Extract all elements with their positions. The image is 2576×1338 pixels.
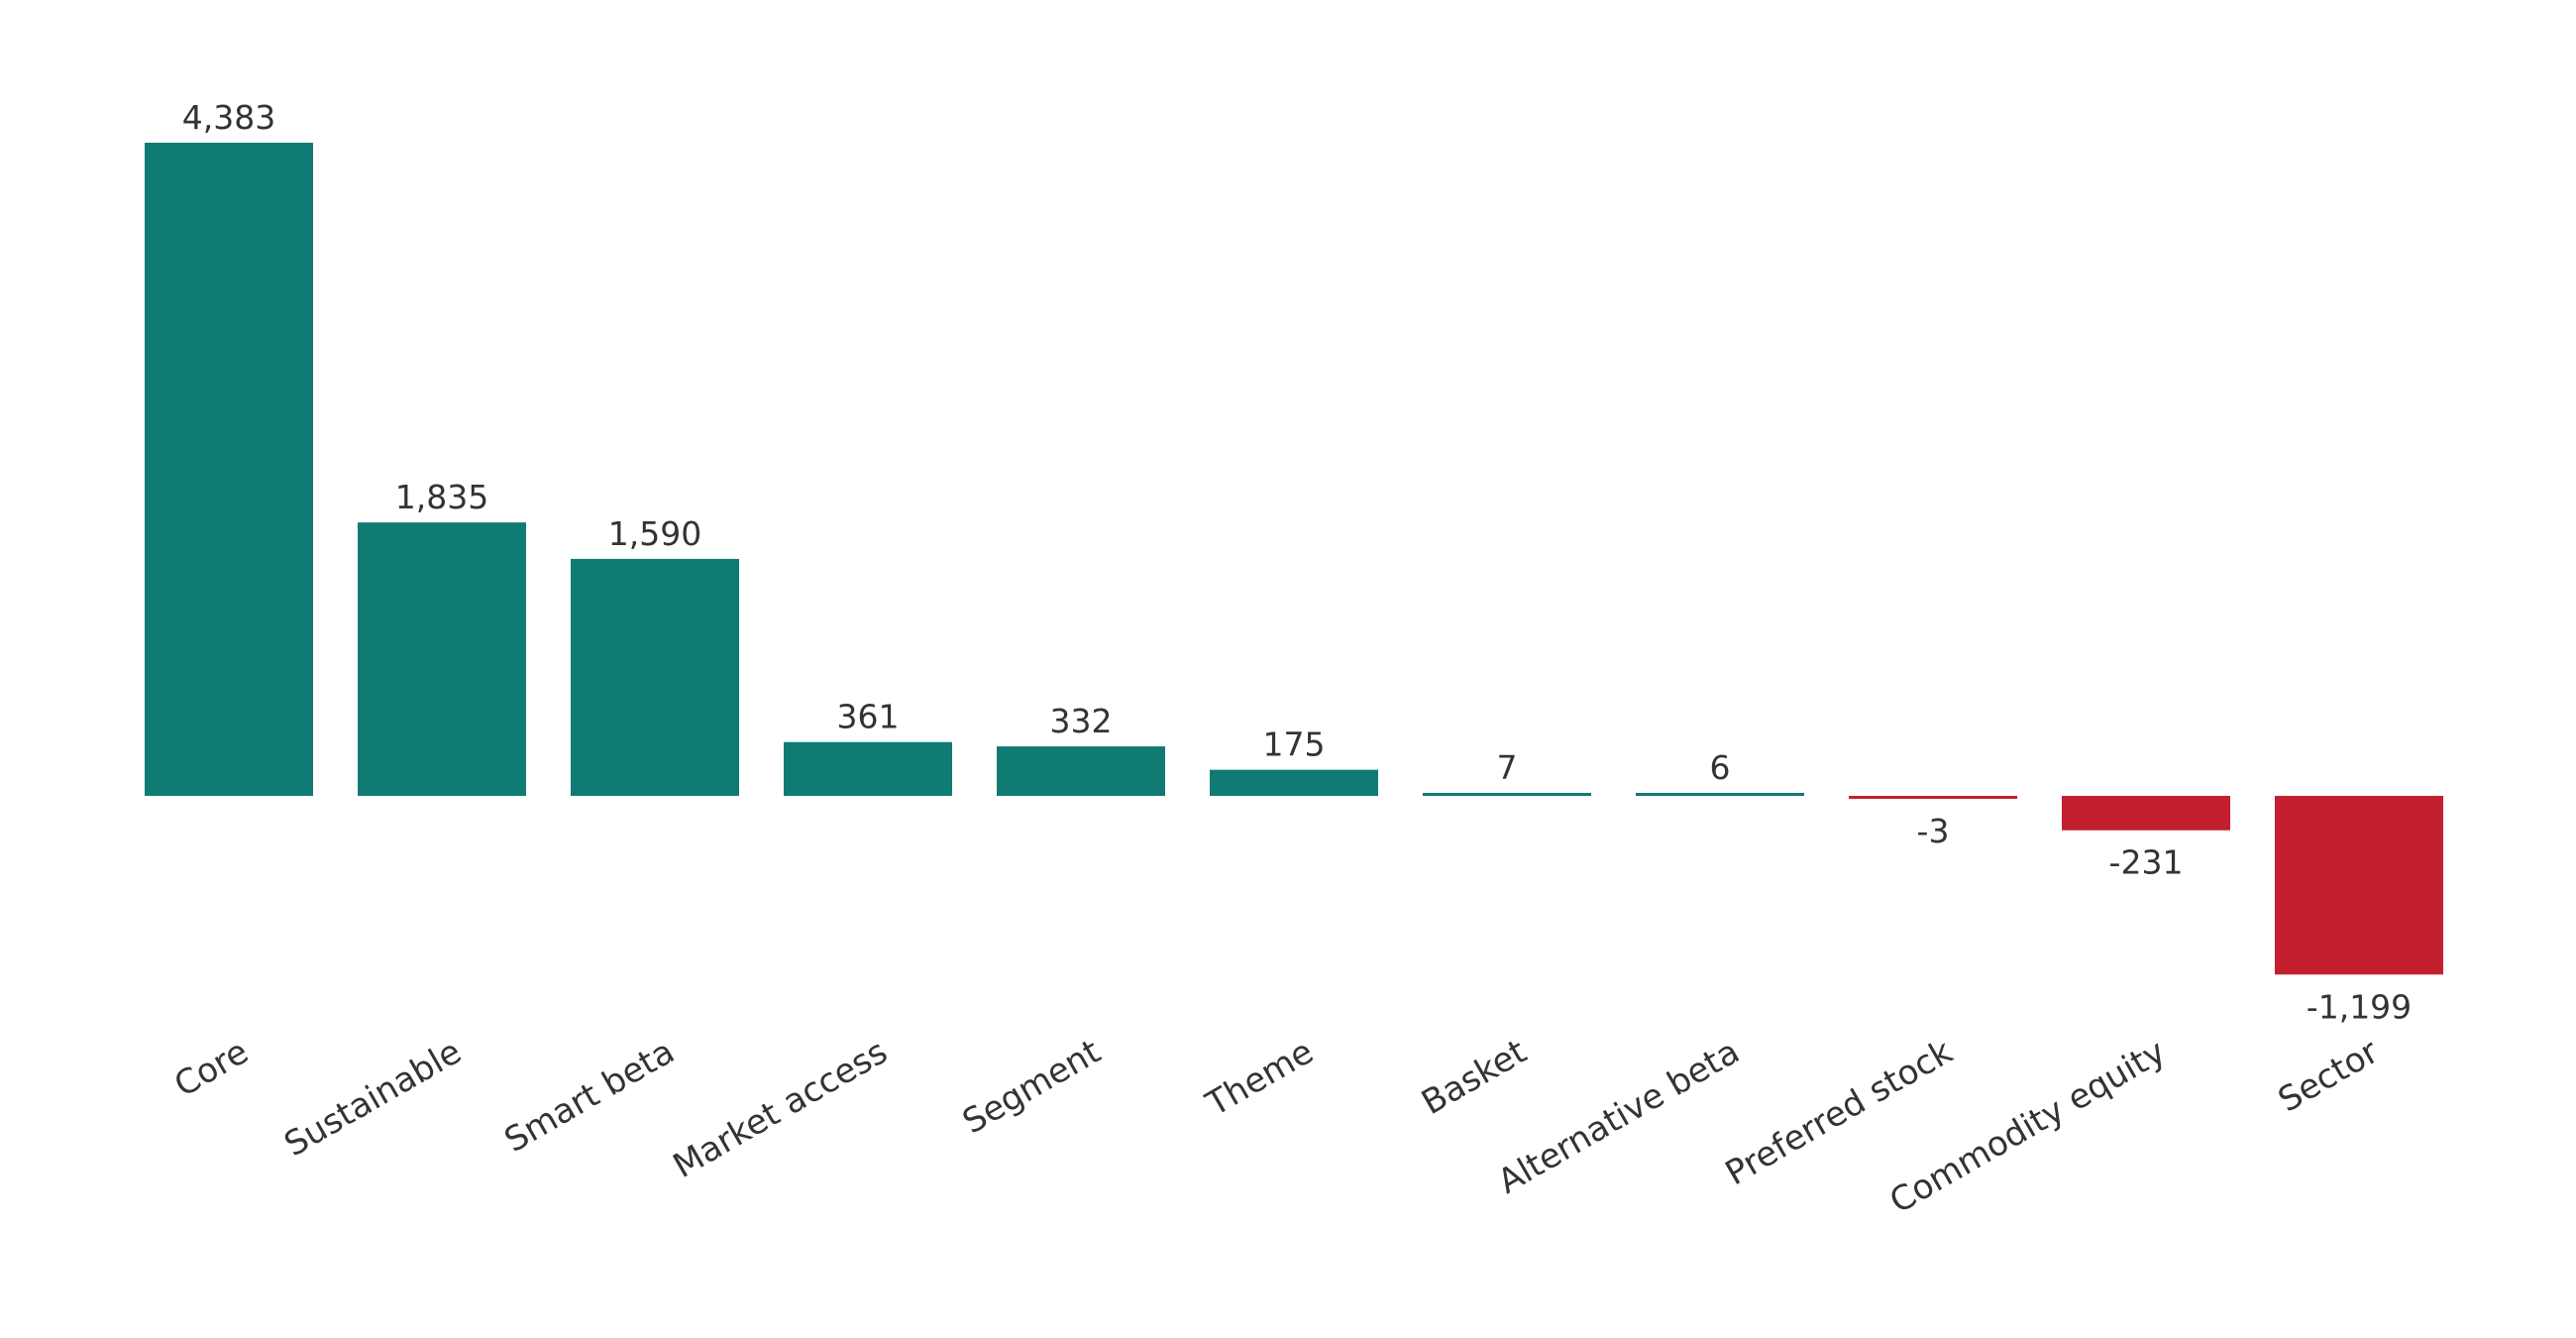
category-label-basket: Basket — [1415, 1032, 1533, 1123]
bar-theme — [1210, 769, 1378, 796]
category-label-smart-beta: Smart beta — [498, 1032, 682, 1161]
value-labels-layer: 4,383 1,835 1,590 361 332 175 7 6 -3 -231 -1,199 — [182, 98, 2412, 1026]
bar-sustainable — [358, 522, 526, 796]
category-label-segment: Segment — [956, 1032, 1108, 1142]
bar-basket — [1423, 793, 1591, 796]
bar-smart-beta — [571, 558, 739, 796]
value-label-preferred-stock: -3 — [1917, 812, 1950, 850]
value-label-core: 4,383 — [182, 98, 275, 137]
value-label-sector: -1,199 — [2307, 987, 2412, 1026]
bars-layer — [145, 143, 2443, 975]
value-label-smart-beta: 1,590 — [608, 514, 701, 553]
bar-commodity-equity — [2062, 796, 2230, 831]
bar-alternative-beta — [1636, 793, 1804, 796]
value-label-commodity-equity: -231 — [2109, 843, 2184, 882]
value-label-alternative-beta: 6 — [1710, 748, 1731, 787]
category-label-core: Core — [167, 1032, 255, 1105]
value-label-segment: 332 — [1050, 702, 1113, 740]
bar-market-access — [784, 741, 952, 796]
value-label-basket: 7 — [1497, 748, 1518, 787]
value-label-theme: 175 — [1263, 725, 1326, 764]
bar-sector — [2275, 796, 2443, 975]
bar-core — [145, 143, 313, 796]
category-label-theme: Theme — [1199, 1032, 1320, 1125]
bar-segment — [997, 746, 1165, 796]
value-label-market-access: 361 — [837, 698, 900, 736]
category-label-sustainable: Sustainable — [277, 1032, 468, 1165]
bar-preferred-stock — [1849, 796, 2017, 799]
category-label-sector: Sector — [2272, 1032, 2386, 1120]
value-label-sustainable: 1,835 — [395, 478, 488, 516]
category-label-market-access: Market access — [667, 1032, 895, 1186]
category-label-alternative-beta: Alternative beta — [1491, 1032, 1746, 1202]
